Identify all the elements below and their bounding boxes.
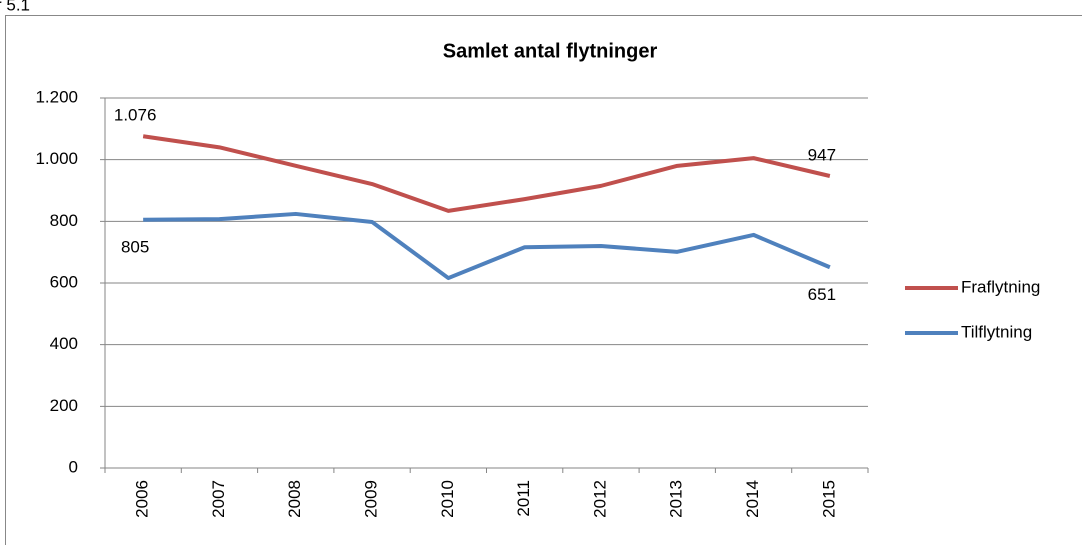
x-tick-label: 2007	[209, 480, 228, 518]
x-tick-label: 2014	[743, 480, 762, 518]
x-tick-label: 2012	[590, 480, 609, 518]
data-label: 1.076	[114, 106, 157, 125]
data-label: 805	[121, 237, 149, 256]
chart-border	[5, 15, 1082, 545]
x-tick-label: 2011	[514, 480, 533, 517]
x-tick-label: 2015	[819, 480, 838, 518]
y-tick-label: 0	[69, 457, 78, 476]
legend-label: Tilflytning	[961, 322, 1032, 341]
chart-title: Samlet antal flytninger	[443, 40, 658, 62]
data-label: 651	[808, 285, 836, 304]
x-tick-label: 2013	[667, 480, 686, 518]
y-tick-label: 800	[50, 211, 78, 230]
y-tick-label: 600	[50, 272, 78, 291]
line-series	[143, 211, 831, 281]
line-series	[142, 134, 831, 213]
legend-label: Fraflytning	[961, 277, 1040, 296]
data-label: 947	[808, 145, 836, 164]
caption: r 5.1	[0, 0, 30, 14]
x-tick-label: 2009	[362, 480, 381, 518]
x-tick-label: 2006	[133, 480, 152, 518]
y-tick-label: 400	[50, 334, 78, 353]
y-tick-label: 1.200	[35, 87, 78, 106]
y-tick-label: 1.000	[35, 149, 78, 168]
x-tick-label: 2010	[438, 480, 457, 518]
y-tick-label: 200	[50, 396, 78, 415]
x-tick-label: 2008	[285, 480, 304, 518]
